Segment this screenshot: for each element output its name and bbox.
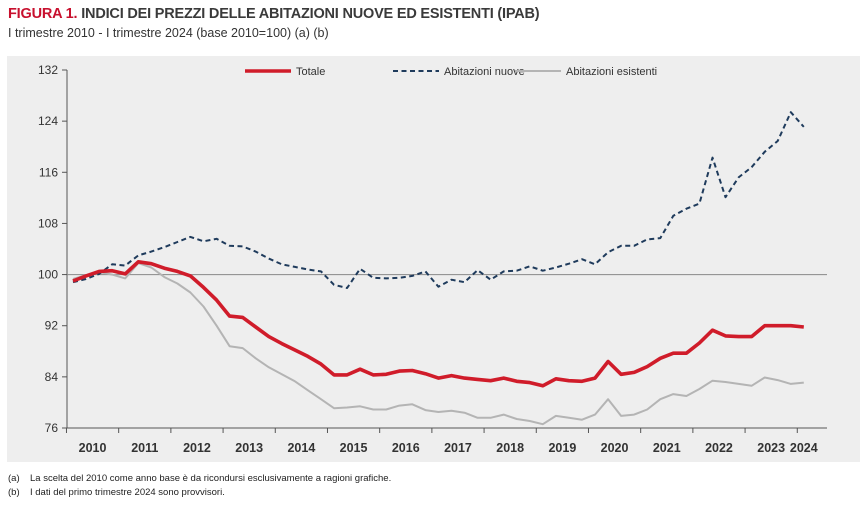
y-tick-label: 84 bbox=[45, 370, 59, 384]
legend-label: Totale bbox=[296, 66, 325, 78]
x-tick-label: 2013 bbox=[235, 441, 263, 455]
x-tick-label: 2011 bbox=[131, 441, 158, 455]
figure-number: FIGURA 1. bbox=[8, 6, 78, 22]
x-tick-label: 2017 bbox=[444, 441, 472, 455]
x-tick-label: 2012 bbox=[183, 441, 211, 455]
figure-subtitle: I trimestre 2010 - I trimestre 2024 (bas… bbox=[8, 26, 329, 40]
y-tick-label: 116 bbox=[39, 165, 58, 179]
figure-title: FIGURA 1. INDICI DEI PREZZI DELLE ABITAZ… bbox=[8, 6, 540, 22]
figure-title-text: INDICI DEI PREZZI DELLE ABITAZIONI NUOVE… bbox=[81, 6, 540, 22]
x-tick-label: 2023 bbox=[757, 441, 785, 455]
x-tick-label: 2024 bbox=[790, 441, 818, 455]
line-chart: 76 84 92 100 108 116 124 132 2010 2011 2012 2013 201… bbox=[38, 63, 827, 455]
y-tick-label: 124 bbox=[38, 114, 58, 128]
x-tick-label: 2018 bbox=[496, 441, 524, 455]
chart-panel: 76 84 92 100 108 116 124 132 2010 2011 2012 2013 201… bbox=[7, 56, 860, 462]
y-tick-label: 92 bbox=[45, 319, 59, 333]
y-tick-label: 132 bbox=[38, 63, 58, 77]
footnotes: (a) La scelta del 2010 come anno base è d… bbox=[8, 472, 391, 499]
y-tick-label: 76 bbox=[45, 421, 59, 435]
x-tick-label: 2015 bbox=[340, 441, 368, 455]
x-tick-label: 2014 bbox=[287, 441, 315, 455]
x-tick-label: 2022 bbox=[705, 441, 733, 455]
footnote-mark: (b) bbox=[8, 486, 20, 498]
x-tick-label: 2020 bbox=[601, 441, 629, 455]
legend-label: Abitazioni nuove bbox=[444, 66, 525, 78]
footnote-a: (a) La scelta del 2010 come anno base è d… bbox=[8, 472, 391, 486]
x-tick-label: 2021 bbox=[653, 441, 681, 455]
x-tick-label: 2010 bbox=[79, 441, 107, 455]
y-tick-label: 108 bbox=[38, 216, 58, 230]
footnote-mark: (a) bbox=[8, 473, 20, 484]
footnote-b: (b) I dati del primo trimestre 2024 sono … bbox=[8, 486, 391, 500]
x-tick-label: 2016 bbox=[392, 441, 420, 455]
footnote-text: La scelta del 2010 come anno base è da r… bbox=[30, 473, 392, 484]
series-line-abitazioni-esistenti bbox=[72, 262, 804, 426]
series-line-abitazioni-nuove bbox=[72, 111, 805, 289]
footnote-text: I dati del primo trimestre 2024 sono pro… bbox=[30, 486, 225, 498]
x-tick-label: 2019 bbox=[548, 441, 576, 455]
legend-label: Abitazioni esistenti bbox=[566, 66, 657, 78]
y-tick-label: 100 bbox=[38, 268, 58, 282]
series-line-totale bbox=[72, 260, 804, 388]
